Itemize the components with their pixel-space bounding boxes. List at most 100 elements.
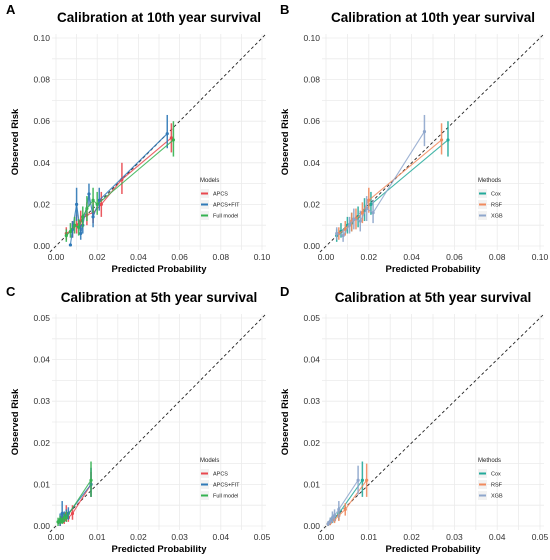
data-point [326,522,330,526]
x-tick-label: 0.03 [171,532,188,542]
data-point [341,234,345,238]
legend-label: Full model [213,494,238,500]
y-tick-label: 0.04 [33,355,50,365]
legend: Methods Cox RSF XGB [478,178,503,220]
x-tick-label: 0.06 [446,252,463,262]
data-point [356,478,360,482]
data-point [439,138,444,142]
y-axis-title: Observed Risk [280,388,291,455]
y-tick-label: 0.00 [303,241,320,251]
y-tick-label: 0.00 [303,521,320,531]
data-point [369,202,373,206]
x-tick-label: 0.08 [213,252,230,262]
panel-c: C Calibration at 5th year survival 0.00 0.0… [6,284,271,555]
x-axis-title: Predicted Probability [111,544,207,555]
panel-letter: A [6,2,16,17]
data-point [58,518,62,522]
y-tick-label: 0.08 [33,75,50,85]
data-point [56,520,60,524]
legend: Methods Cox RSF XGB [478,458,503,500]
x-tick-label: 0.02 [130,532,147,542]
y-tick-label: 0.04 [33,158,50,168]
data-point [91,215,95,219]
x-tick-label: 0.10 [254,252,271,262]
y-tick-label: 0.02 [33,199,50,209]
legend-label: APCS+FIT [213,203,240,209]
data-point [365,206,369,211]
data-point [446,138,450,142]
legend-title: Models [200,458,219,464]
legend-label: Cox [491,192,501,198]
x-axis-title: Predicted Probability [385,264,481,275]
data-point [77,225,81,229]
legend-title: Methods [478,178,501,184]
x-tick-label: 0.05 [254,532,271,542]
y-tick-label: 0.00 [33,521,50,531]
y-tick-label: 0.08 [303,75,320,85]
legend-label: RSF [491,483,503,489]
legend-label: Full model [213,214,238,220]
y-tick-label: 0.00 [33,241,50,251]
y-axis-title: Observed Risk [280,108,291,175]
data-point [367,198,371,202]
panel-a: A Calibration at 10th year survival 0.00 0.… [6,2,271,275]
data-point [68,229,73,234]
data-point [95,202,99,206]
y-tick-label: 0.05 [303,313,320,323]
y-axis-title: Observed Risk [10,388,21,455]
chart-title: Calibration at 5th year survival [335,290,532,305]
data-point [422,130,427,134]
legend-label: RSF [491,203,503,209]
y-tick-label: 0.03 [33,396,50,406]
data-point [343,507,347,511]
panel-letter: B [280,2,289,17]
y-tick-label: 0.05 [33,313,50,323]
data-point [75,202,79,206]
y-tick-label: 0.03 [303,396,320,406]
chart-title: Calibration at 5th year survival [61,290,258,305]
data-point [64,516,68,520]
y-tick-label: 0.01 [303,479,320,489]
x-tick-label: 0.01 [89,532,106,542]
series-line [69,133,168,246]
series-full-model [64,121,176,242]
data-point [81,215,85,219]
data-point [371,211,375,215]
panel-letter: C [6,284,16,299]
x-tick-label: 0.02 [89,252,106,262]
y-tick-label: 0.10 [303,33,320,43]
x-tick-label: 0.02 [403,532,420,542]
series-xgb [326,465,360,526]
data-point [169,136,173,140]
legend-label: Cox [491,472,501,478]
x-tick-label: 0.06 [171,252,188,262]
series-xgb [335,114,427,242]
data-point [72,223,77,227]
panel-d: D Calibration at 5th year survival 0.00 0.0… [280,284,549,555]
legend-title: Models [200,178,219,184]
x-axis-title: Predicted Probability [385,544,481,555]
y-tick-label: 0.01 [33,479,50,489]
data-point [99,202,103,206]
x-tick-label: 0.04 [489,532,506,542]
y-tick-label: 0.02 [303,438,320,448]
data-point [358,219,362,223]
legend: Models APCS APCS+FIT Full model [200,178,240,220]
chart-title: Calibration at 10th year survival [331,10,535,25]
legend-label: XGB [491,494,503,500]
chart-title: Calibration at 10th year survival [57,10,261,25]
data-point [330,516,335,520]
x-tick-label: 0.02 [361,252,378,262]
x-tick-label: 0.00 [318,252,335,262]
data-point [365,478,369,482]
data-point [60,511,64,516]
legend-label: XGB [491,214,503,220]
reference-diagonal-line [49,313,267,533]
x-tick-label: 0.03 [446,532,463,542]
legend-title: Methods [478,458,501,464]
data-point [64,234,68,238]
panel-letter: D [280,284,289,299]
data-point [70,511,75,516]
y-tick-label: 0.02 [33,438,50,448]
